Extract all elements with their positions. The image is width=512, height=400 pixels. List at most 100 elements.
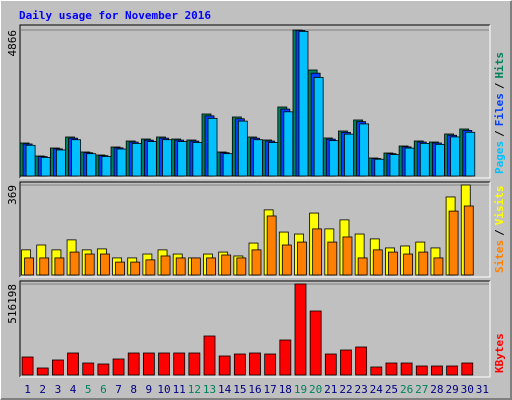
- bar: [207, 117, 218, 177]
- bar: [268, 142, 279, 177]
- bar: [355, 346, 368, 376]
- bar: [190, 257, 201, 276]
- bar: [115, 261, 125, 276]
- bar: [249, 352, 261, 376]
- bar: [24, 257, 34, 276]
- bar: [40, 156, 51, 177]
- bar: [435, 143, 445, 177]
- bar: [130, 261, 141, 276]
- chart-title: Daily usage for November 2016: [19, 9, 211, 22]
- x-tick-label: 3: [55, 383, 62, 396]
- bar: [400, 362, 413, 376]
- bar: [266, 215, 277, 276]
- x-tick-label: 6: [100, 383, 107, 396]
- bar: [221, 254, 232, 276]
- bar: [101, 156, 112, 177]
- bar: [112, 358, 125, 376]
- bar: [463, 205, 474, 276]
- bar: [385, 362, 398, 376]
- bar: [419, 143, 430, 177]
- bar: [218, 355, 231, 376]
- legend-entry: Pages: [493, 141, 506, 174]
- y-tick-label: 369: [6, 185, 19, 205]
- x-tick-label: 24: [370, 383, 384, 396]
- bar: [450, 136, 460, 177]
- legend-separator: /: [493, 82, 506, 89]
- bar: [233, 353, 246, 376]
- bar: [131, 143, 142, 177]
- plot-bevel: [19, 280, 490, 377]
- bar: [418, 251, 429, 276]
- plot-bevel: [20, 25, 491, 179]
- bar: [297, 241, 307, 276]
- bar: [312, 228, 323, 276]
- bar: [404, 147, 415, 177]
- x-tick-label: 21: [324, 383, 337, 396]
- x-tick-label: 18: [279, 383, 292, 396]
- bar: [389, 154, 400, 177]
- bar: [328, 140, 339, 177]
- x-tick-label: 10: [157, 383, 170, 396]
- bar: [36, 367, 49, 376]
- x-tick-label: 17: [264, 383, 277, 396]
- plot-bevel: [19, 24, 490, 178]
- x-tick-label: 9: [146, 383, 153, 396]
- bar: [415, 365, 428, 376]
- bar: [431, 365, 443, 376]
- bar: [222, 153, 233, 177]
- bar: [253, 139, 263, 177]
- bar: [146, 141, 157, 177]
- bar: [99, 253, 110, 276]
- bar: [97, 363, 110, 376]
- bar: [84, 253, 95, 276]
- x-tick-label: 31: [476, 383, 489, 396]
- bar: [173, 352, 186, 376]
- x-tick-label: 7: [115, 383, 122, 396]
- bar: [162, 139, 172, 177]
- bar: [52, 359, 64, 376]
- legend-separator: /: [493, 229, 506, 236]
- bar: [251, 249, 262, 276]
- bar: [145, 259, 156, 276]
- bar: [82, 362, 95, 376]
- x-tick-label: 1: [24, 383, 31, 396]
- bar: [327, 241, 338, 276]
- bar: [203, 335, 216, 376]
- x-tick-label: 5: [85, 383, 92, 396]
- x-tick-label: 8: [130, 383, 137, 396]
- bar: [357, 257, 368, 276]
- legend-separator: /: [493, 130, 506, 137]
- x-tick-label: 4: [70, 383, 77, 396]
- bar: [54, 257, 65, 276]
- bar: [69, 251, 80, 276]
- plot-bevel: [20, 281, 491, 378]
- bar: [177, 141, 188, 177]
- x-tick-label: 20: [309, 383, 322, 396]
- bar: [374, 158, 385, 177]
- legend-entry: Files: [493, 93, 506, 126]
- x-tick-label: 13: [203, 383, 216, 396]
- bar: [388, 251, 398, 276]
- bar: [283, 111, 294, 177]
- bar: [21, 356, 34, 376]
- bar: [372, 249, 383, 276]
- x-tick-label: 2: [39, 383, 46, 396]
- bar: [281, 244, 292, 276]
- bar: [403, 253, 414, 276]
- bar: [342, 236, 353, 276]
- bar: [340, 349, 352, 376]
- bar: [56, 149, 66, 177]
- bar: [86, 153, 97, 177]
- x-tick-label: 16: [248, 383, 261, 396]
- x-tick-label: 19: [294, 383, 307, 396]
- bar: [461, 362, 474, 376]
- x-tick-label: 22: [339, 383, 352, 396]
- bar: [206, 257, 216, 276]
- x-tick-label: 30: [461, 383, 474, 396]
- plot-bevel: [20, 182, 491, 278]
- bar: [158, 352, 170, 376]
- x-tick-label: 25: [385, 383, 398, 396]
